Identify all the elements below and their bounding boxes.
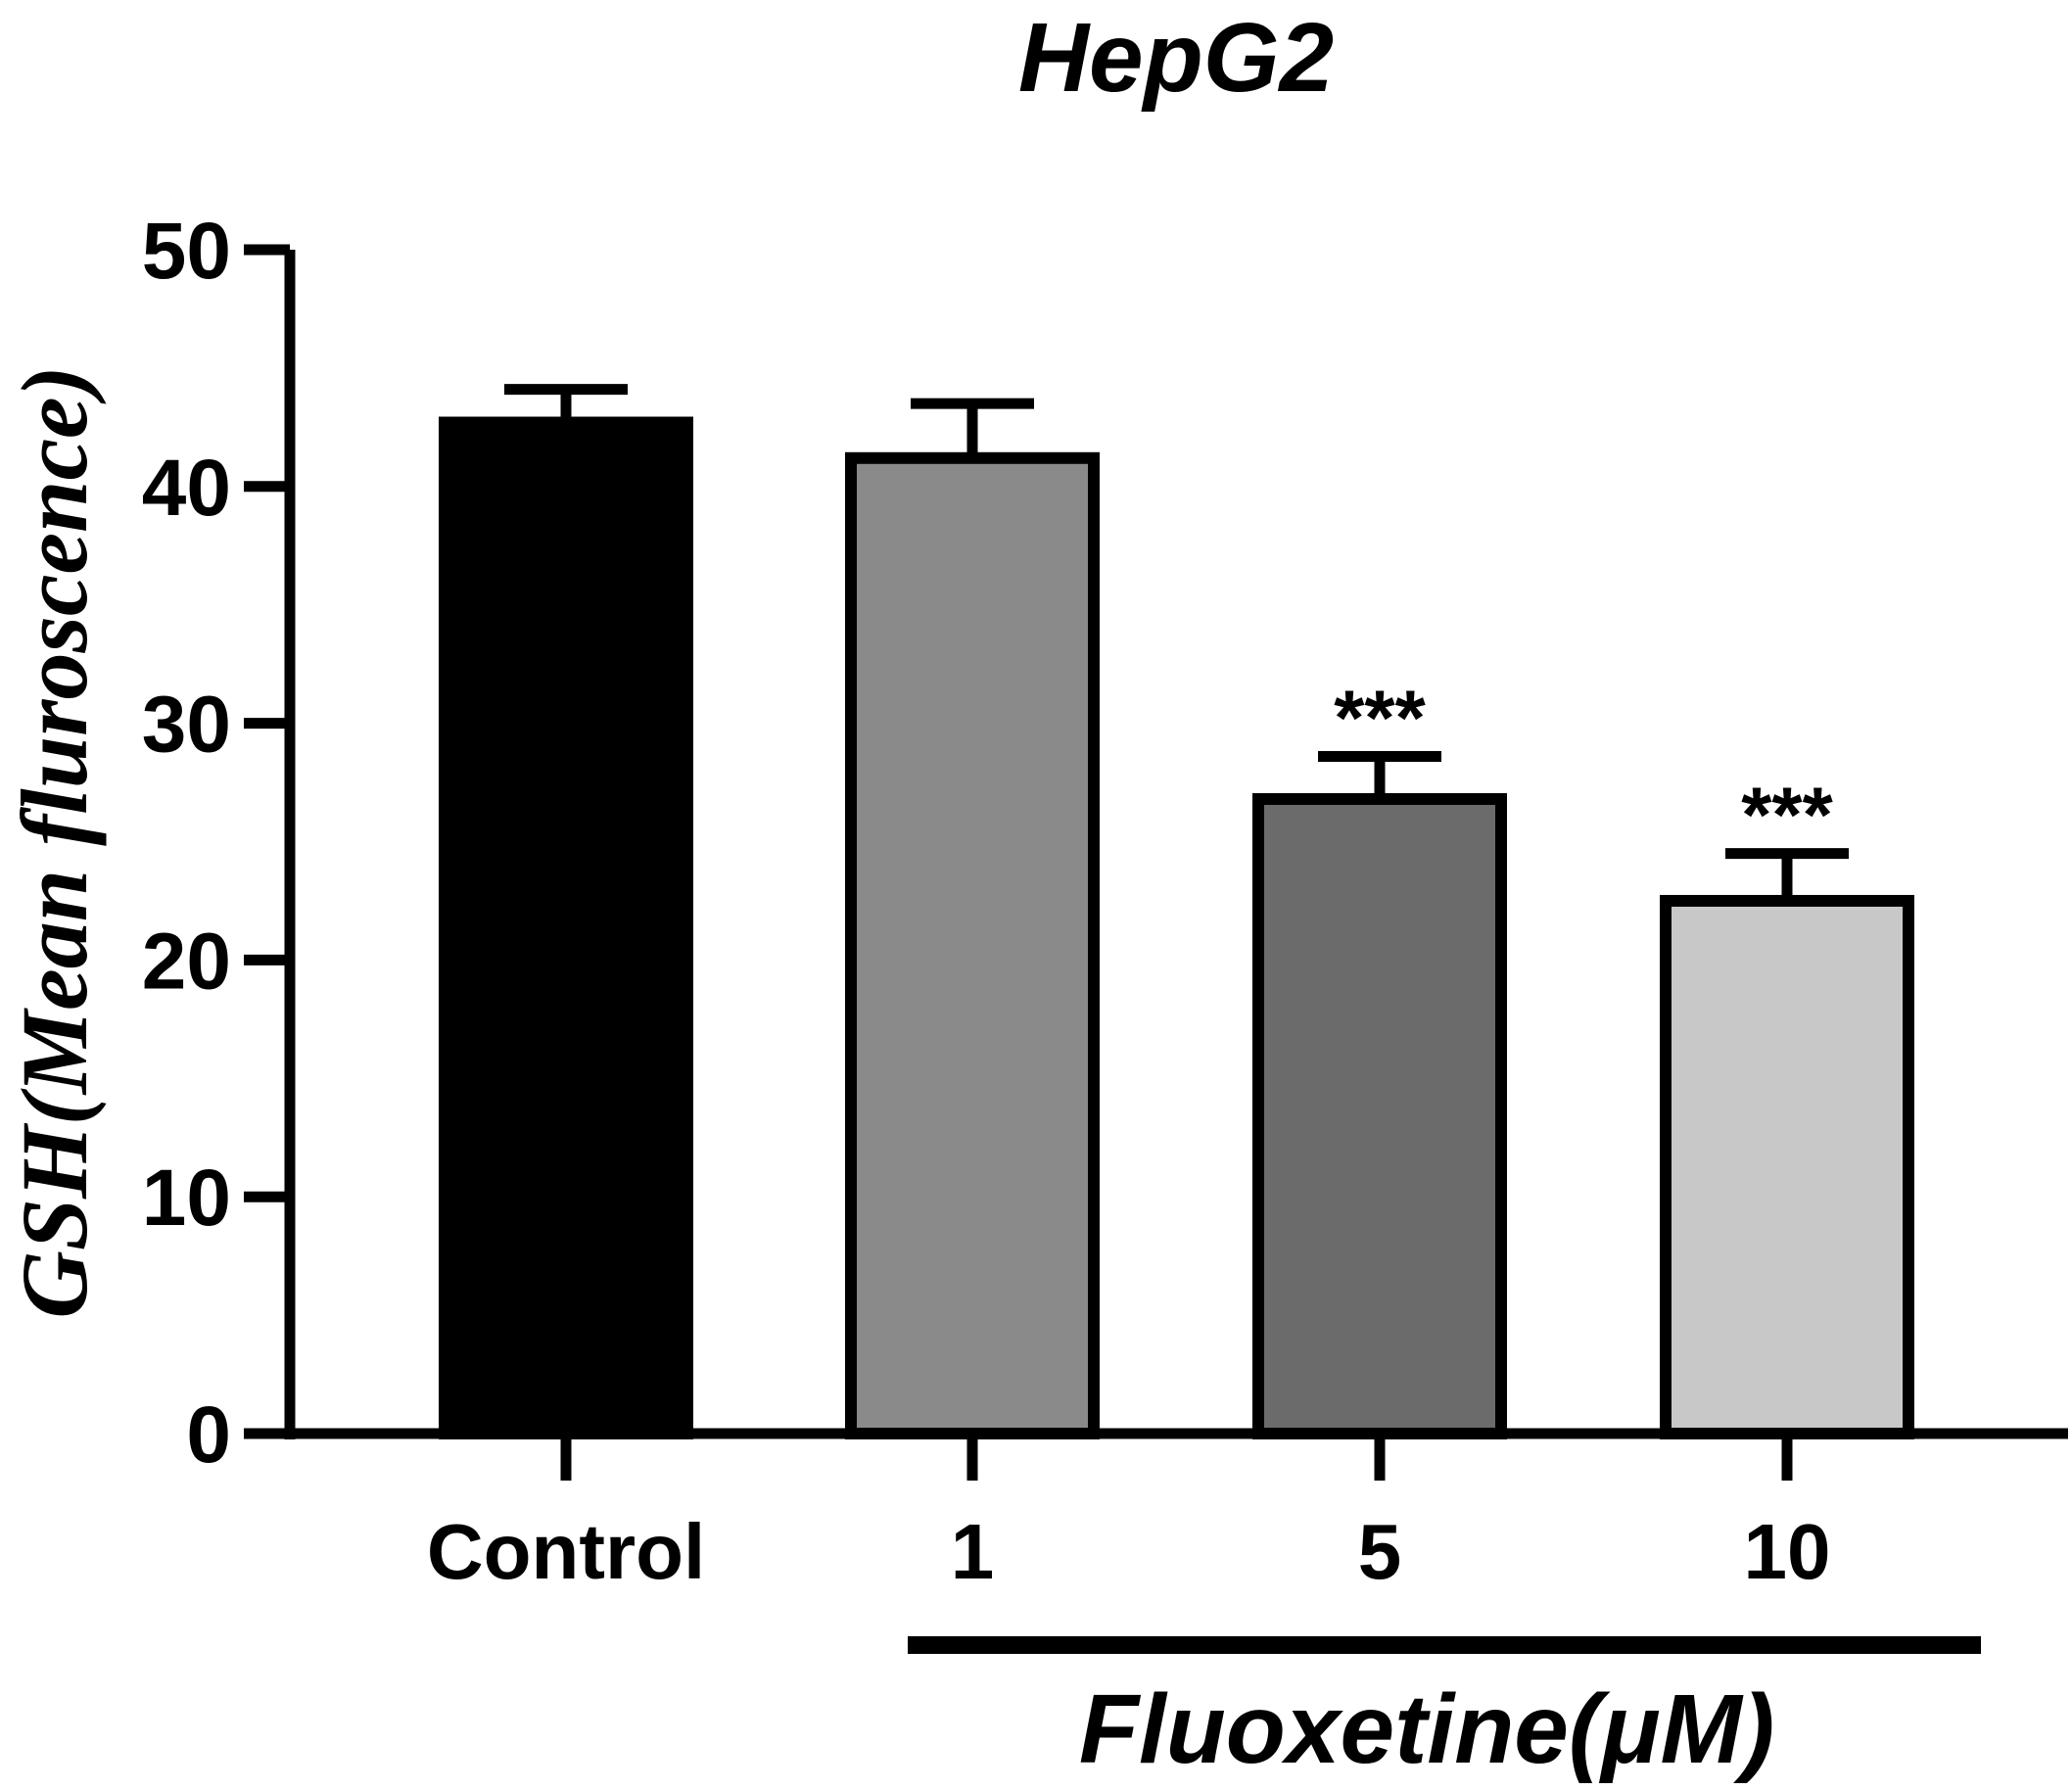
chart-title: HepG2: [1018, 3, 1334, 113]
y-tick-label-50: 50: [142, 207, 231, 296]
bar-1: [845, 451, 1100, 1439]
x-tick-label-Control: Control: [427, 1508, 705, 1595]
y-tick-label-0: 0: [186, 1390, 231, 1480]
x-axis-ticks: Control 1 5 10: [427, 1434, 1831, 1595]
y-tick-label-20: 20: [142, 917, 231, 1006]
y-tick-label-40: 40: [142, 444, 231, 533]
y-tick-label-30: 30: [142, 681, 231, 770]
x-tick-label-5: 5: [1358, 1508, 1402, 1595]
bar-Control: [439, 416, 693, 1439]
bar-5: [1252, 792, 1507, 1439]
y-axis-label: GSH(Mean fluroscence): [2, 365, 107, 1318]
bar-10: [1660, 894, 1914, 1439]
significance-5: ***: [1334, 674, 1426, 761]
bars: *** ***: [439, 384, 1914, 1439]
fluoxetine-group-label: Fluoxetine(μM): [1079, 1674, 1774, 1784]
x-tick-label-10: 10: [1744, 1508, 1831, 1595]
y-axis-ticks: 0 10 20 30 40 50: [142, 207, 290, 1480]
x-tick-label-1: 1: [951, 1508, 995, 1595]
significance-10: ***: [1741, 772, 1833, 859]
y-tick-label-10: 10: [142, 1154, 231, 1243]
